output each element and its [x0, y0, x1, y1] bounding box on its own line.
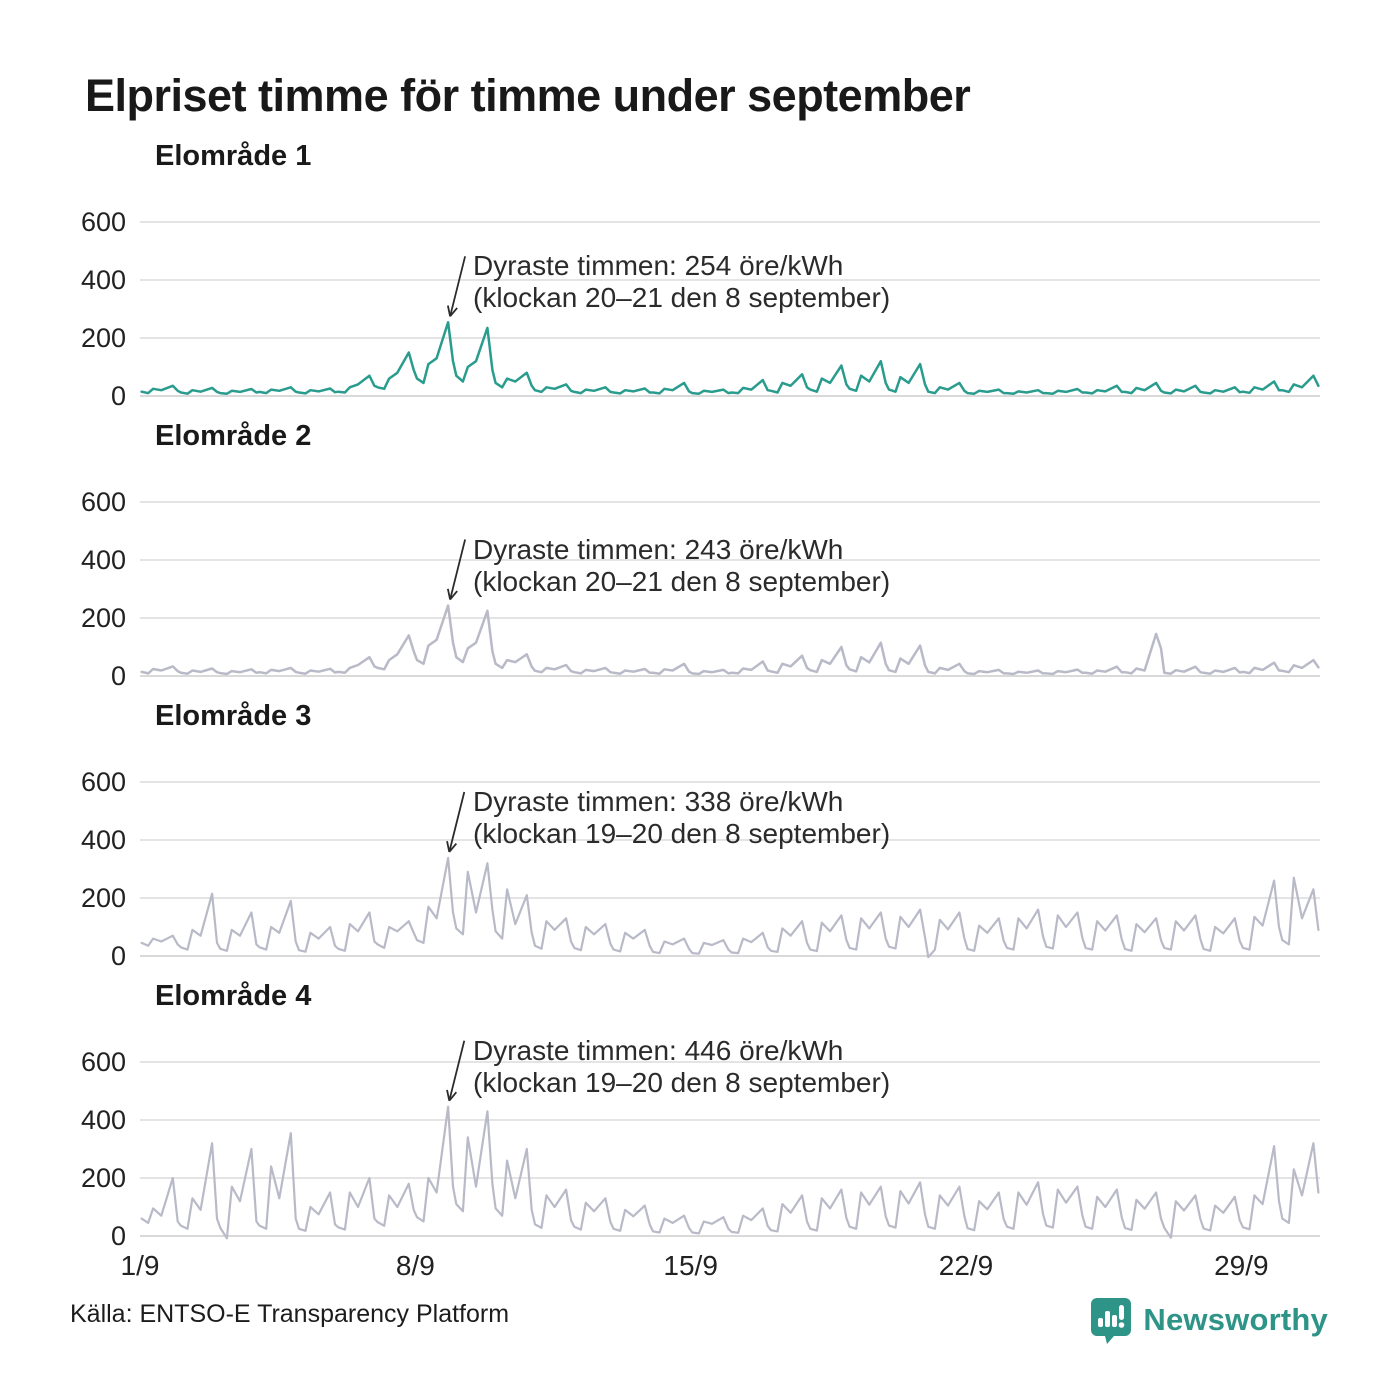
annotation-arrow: [448, 1040, 466, 1101]
y-tick-label: 200: [81, 603, 126, 633]
x-tick-label: 8/9: [395, 1250, 435, 1281]
price-line: [140, 1105, 1320, 1240]
annotation-arrowhead: [448, 842, 458, 853]
y-tick-label: 200: [81, 323, 126, 353]
panel-elomrade-4: Elområde 4 0 200 400 600 Dyraste timmen: 44…: [0, 980, 1400, 1260]
annotation-arrowhead: [448, 1091, 458, 1102]
price-line: [140, 321, 1320, 395]
bar-chart-bubble-icon: [1091, 1298, 1132, 1344]
y-tick-label: 400: [81, 545, 126, 575]
y-tick-label: 400: [81, 1105, 126, 1135]
panel-title: Elområde 3: [155, 700, 312, 732]
y-tick-label: 400: [81, 265, 126, 295]
annotation-line1: Dyraste timmen: 243 öre/kWh: [473, 533, 844, 565]
logo-text: Newsworthy: [1143, 1302, 1328, 1337]
panel-title: Elområde 2: [155, 420, 312, 452]
annotation-line2: (klockan 20–21 den 8 september): [473, 282, 891, 314]
y-tick-label: 0: [111, 381, 126, 411]
y-tick-label: 0: [111, 1221, 126, 1251]
annotation-line1: Dyraste timmen: 338 öre/kWh: [473, 785, 844, 817]
price-line: [140, 604, 1320, 676]
annotation: Dyraste timmen: 254 öre/kWh (klockan 20–…: [473, 250, 1033, 314]
annotation-arrowhead: [446, 1089, 451, 1101]
panel-elomrade-1: Elområde 1 0 200 400 600 Dyraste timmen: 25…: [0, 140, 1400, 420]
annotation-arrowhead: [446, 305, 451, 317]
y-tick-label: 600: [81, 767, 126, 797]
annotation-line2: (klockan 20–21 den 8 september): [473, 565, 891, 597]
annotation-line1: Dyraste timmen: 254 öre/kWh: [473, 250, 844, 282]
y-tick-label: 200: [81, 1163, 126, 1193]
y-tick-label: 200: [81, 883, 126, 913]
x-tick-label: 1/9: [120, 1250, 160, 1281]
line-chart: 0 200 400 600: [81, 207, 1320, 411]
y-tick-label: 400: [81, 825, 126, 855]
line-chart: 0 200 400 600: [81, 487, 1320, 691]
y-tick-label: 600: [81, 487, 126, 517]
source-note: Källa: ENTSO-E Transparency Platform: [70, 1300, 510, 1328]
panel-title: Elområde 4: [155, 980, 312, 1012]
x-tick-label: 29/9: [1214, 1250, 1269, 1281]
x-tick-label: 15/9: [663, 1250, 718, 1281]
panel-elomrade-2: Elområde 2 0 200 400 600 Dyraste timmen: 24…: [0, 420, 1400, 700]
annotation-arrowhead: [449, 590, 458, 601]
annotation-arrowhead: [446, 841, 451, 853]
annotation-arrow: [448, 791, 466, 853]
annotation: Dyraste timmen: 446 öre/kWh (klockan 19–…: [473, 1035, 1033, 1099]
annotation-arrowhead: [449, 307, 458, 317]
panel-elomrade-3: Elområde 3 0 200 400 600 Dyraste timmen: 33…: [0, 700, 1400, 980]
y-tick-label: 600: [81, 1047, 126, 1077]
annotation-arrowhead: [446, 588, 451, 600]
y-tick-label: 0: [111, 941, 126, 971]
panel-title: Elområde 1: [155, 140, 312, 172]
annotation: Dyraste timmen: 338 öre/kWh (klockan 19–…: [473, 786, 1033, 850]
page-title: Elpriset timme för timme under september: [85, 70, 971, 121]
annotation-line1: Dyraste timmen: 446 öre/kWh: [473, 1034, 844, 1066]
newsworthy-logo: Newsworthy: [1089, 1296, 1328, 1344]
line-chart: 0 200 400 600: [81, 1040, 1320, 1251]
price-line: [140, 856, 1320, 959]
x-tick-label: 22/9: [938, 1250, 994, 1281]
annotation-arrow: [449, 256, 466, 317]
annotation: Dyraste timmen: 243 öre/kWh (klockan 20–…: [473, 534, 1033, 598]
annotation-arrow: [449, 539, 466, 600]
annotation-line2: (klockan 19–20 den 8 september): [473, 817, 891, 849]
y-tick-label: 0: [111, 661, 126, 691]
y-tick-label: 600: [81, 207, 126, 237]
annotation-line2: (klockan 19–20 den 8 september): [473, 1066, 891, 1098]
line-chart: 0 200 400 600: [81, 767, 1320, 971]
